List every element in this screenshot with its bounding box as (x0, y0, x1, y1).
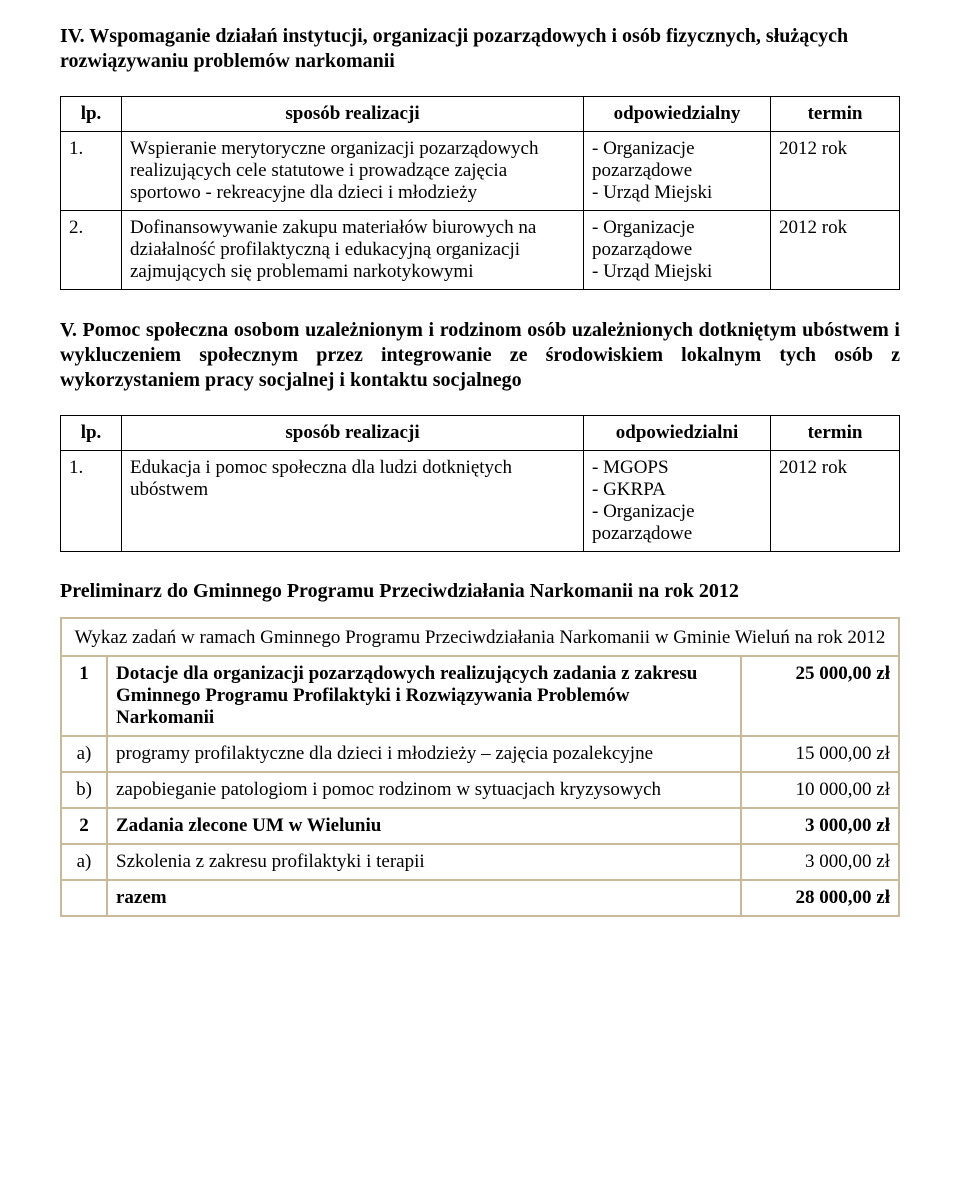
table-row: b) zapobieganie patologiom i pomoc rodzi… (61, 772, 899, 808)
cell-amount: 25 000,00 zł (741, 656, 899, 736)
cell-desc: Szkolenia z zakresu profilaktyki i terap… (107, 844, 741, 880)
table-header-row: lp. sposób realizacji odpowiedzialny ter… (61, 97, 900, 132)
col-sposob-header: sposób realizacji (122, 97, 584, 132)
cell-lp: 1. (61, 132, 122, 211)
table-row: a) Szkolenia z zakresu profilaktyki i te… (61, 844, 899, 880)
cell-termin: 2012 rok (771, 211, 900, 290)
section-4-title: IV. Wspomaganie działań instytucji, orga… (60, 24, 900, 74)
prelim-header-row: Wykaz zadań w ramach Gminnego Programu P… (61, 618, 899, 656)
cell-num: 1 (61, 656, 107, 736)
cell-sposob: Dofinansowywanie zakupu materiałów biuro… (122, 211, 584, 290)
cell-sposob: Wspieranie merytoryczne organizacji poza… (122, 132, 584, 211)
section-5-title: V. Pomoc społeczna osobom uzależnionym i… (60, 318, 900, 393)
cell-num: a) (61, 844, 107, 880)
cell-amount: 28 000,00 zł (741, 880, 899, 916)
cell-num: b) (61, 772, 107, 808)
cell-odp: - MGOPS- GKRPA- Organizacje pozarządowe (584, 451, 771, 552)
cell-termin: 2012 rok (771, 451, 900, 552)
col-termin-header: termin (771, 97, 900, 132)
cell-desc: zapobieganie patologiom i pomoc rodzinom… (107, 772, 741, 808)
cell-desc: Zadania zlecone UM w Wieluniu (107, 808, 741, 844)
cell-lp: 2. (61, 211, 122, 290)
cell-sposob: Edukacja i pomoc społeczna dla ludzi dot… (122, 451, 584, 552)
col-lp-header: lp. (61, 97, 122, 132)
table-row: a) programy profilaktyczne dla dzieci i … (61, 736, 899, 772)
cell-num: a) (61, 736, 107, 772)
cell-desc: programy profilaktyczne dla dzieci i mło… (107, 736, 741, 772)
section-5-table: lp. sposób realizacji odpowiedzialni ter… (60, 415, 900, 552)
cell-desc: Dotacje dla organizacji pozarządowych re… (107, 656, 741, 736)
cell-odp: - Organizacje pozarządowe- Urząd Miejski (584, 132, 771, 211)
cell-num: 2 (61, 808, 107, 844)
table-row: 1. Wspieranie merytoryczne organizacji p… (61, 132, 900, 211)
cell-amount: 10 000,00 zł (741, 772, 899, 808)
preliminarz-table: Wykaz zadań w ramach Gminnego Programu P… (60, 617, 900, 917)
col-lp-header: lp. (61, 416, 122, 451)
cell-desc: razem (107, 880, 741, 916)
table-row: 1. Edukacja i pomoc społeczna dla ludzi … (61, 451, 900, 552)
col-sposob-header: sposób realizacji (122, 416, 584, 451)
cell-termin: 2012 rok (771, 132, 900, 211)
cell-lp: 1. (61, 451, 122, 552)
cell-amount: 3 000,00 zł (741, 808, 899, 844)
section-4-table: lp. sposób realizacji odpowiedzialny ter… (60, 96, 900, 290)
col-termin-header: termin (771, 416, 900, 451)
table-row: 2. Dofinansowywanie zakupu materiałów bi… (61, 211, 900, 290)
table-header-row: lp. sposób realizacji odpowiedzialni ter… (61, 416, 900, 451)
col-odp-header: odpowiedzialny (584, 97, 771, 132)
table-row: 2 Zadania zlecone UM w Wieluniu 3 000,00… (61, 808, 899, 844)
col-odp-header: odpowiedzialni (584, 416, 771, 451)
table-row: 1 Dotacje dla organizacji pozarządowych … (61, 656, 899, 736)
preliminarz-title: Preliminarz do Gminnego Programu Przeciw… (60, 580, 900, 603)
cell-num (61, 880, 107, 916)
document-page: IV. Wspomaganie działań instytucji, orga… (0, 0, 960, 957)
table-row: razem 28 000,00 zł (61, 880, 899, 916)
cell-odp: - Organizacje pozarządowe- Urząd Miejski (584, 211, 771, 290)
cell-amount: 3 000,00 zł (741, 844, 899, 880)
prelim-header-cell: Wykaz zadań w ramach Gminnego Programu P… (61, 618, 899, 656)
cell-amount: 15 000,00 zł (741, 736, 899, 772)
